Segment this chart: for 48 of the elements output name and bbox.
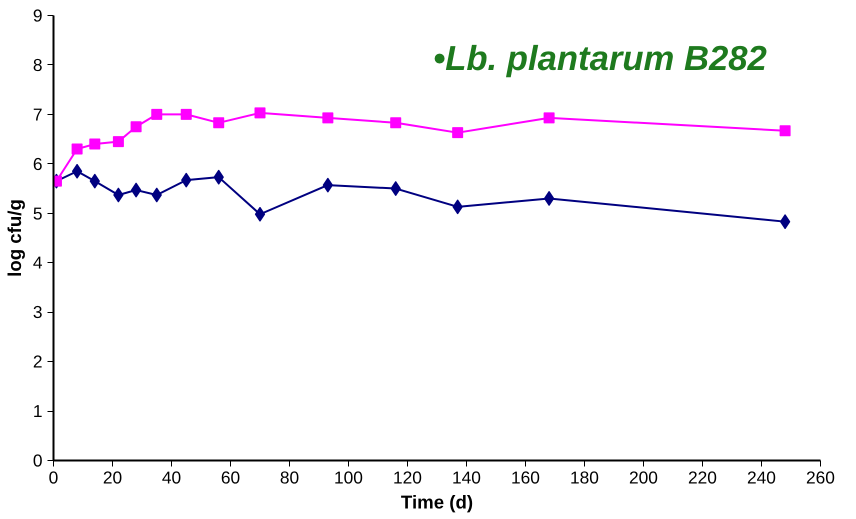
x-tick-label: 100 — [334, 468, 363, 488]
point — [322, 112, 334, 124]
point — [390, 117, 402, 128]
x-tick-label: 20 — [102, 468, 122, 488]
y-axis-title: log cfu/g — [4, 199, 25, 277]
point — [151, 108, 162, 120]
point — [130, 182, 142, 198]
text: •Lb. plantarum B282 — [433, 40, 767, 78]
point — [780, 214, 790, 230]
point — [72, 164, 82, 179]
point — [254, 107, 266, 118]
point — [254, 206, 266, 222]
x-tick-label: 60 — [220, 468, 240, 488]
point — [180, 108, 192, 120]
x-tick-label: 80 — [280, 468, 300, 488]
x-tick-label: 260 — [806, 468, 835, 488]
x-tick-label: 120 — [393, 468, 422, 488]
point — [544, 112, 555, 124]
y-tick-label: 5 — [32, 203, 43, 224]
x-tick-label: 200 — [629, 468, 658, 488]
y-tick-label: 3 — [32, 302, 43, 322]
x-tick-label: 40 — [162, 468, 182, 488]
point — [452, 127, 464, 138]
x-tick-label: 140 — [452, 468, 481, 488]
point — [130, 121, 142, 132]
y-tick-label: 7 — [32, 104, 43, 124]
y-tick-label: 9 — [32, 6, 43, 26]
x-axis-title: Time (d) — [400, 492, 474, 512]
y-tick-label: 8 — [32, 54, 43, 75]
point — [72, 144, 83, 154]
x-tick-label: 0 — [48, 468, 58, 488]
point — [113, 187, 124, 202]
y-tick-label: 2 — [32, 352, 43, 372]
point — [213, 117, 224, 128]
point — [780, 125, 791, 136]
y-tick-label: 0 — [32, 450, 43, 470]
y-tick-label: 1 — [32, 401, 43, 422]
point — [89, 138, 100, 150]
point — [112, 136, 124, 148]
x-tick-label: 220 — [688, 468, 717, 488]
point — [322, 178, 334, 193]
x-tick-label: 240 — [747, 468, 776, 488]
point — [544, 190, 554, 206]
y-tick-label: 4 — [32, 252, 43, 273]
x-tick-label: 160 — [511, 468, 540, 488]
x-tick-label: 180 — [570, 468, 599, 488]
y-tick-label: 6 — [32, 154, 43, 174]
point — [452, 199, 463, 214]
